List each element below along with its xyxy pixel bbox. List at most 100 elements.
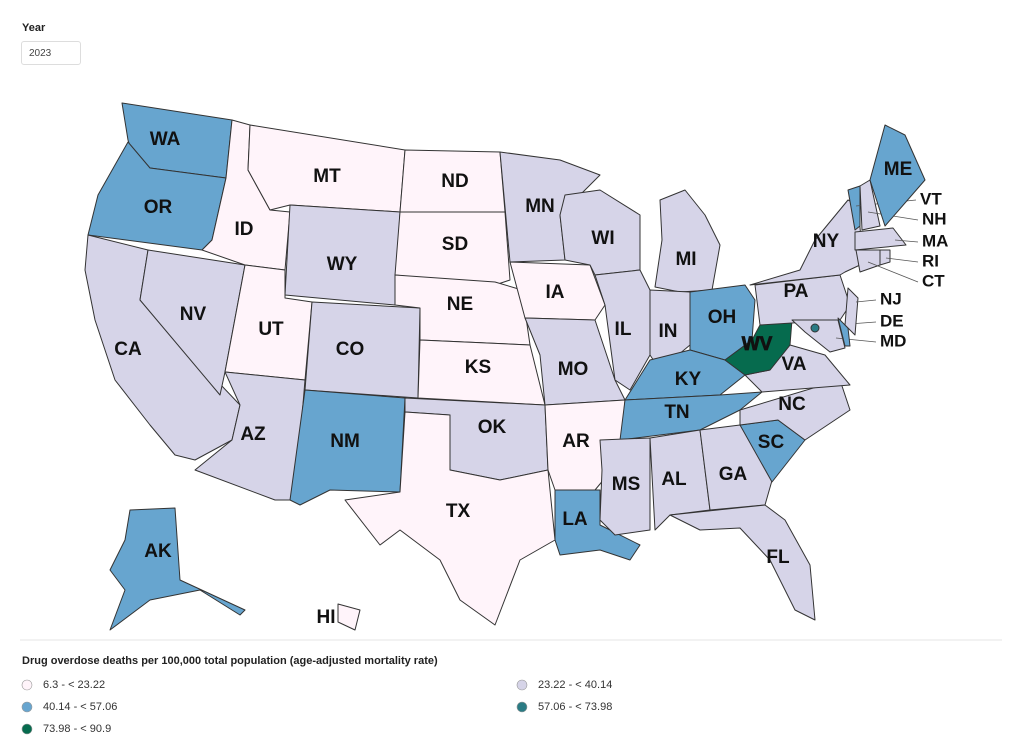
state-label: UT	[258, 319, 284, 340]
state: ME	[869, 124, 926, 227]
legend-label: 57.06 - < 73.98	[538, 701, 612, 713]
state-label: WY	[327, 254, 358, 275]
state-shape	[869, 124, 926, 227]
state: UT	[224, 264, 313, 381]
legend-label: 40.14 - < 57.06	[43, 701, 117, 713]
state-shape	[109, 507, 246, 631]
state-label: MN	[525, 196, 555, 217]
state-label: WI	[591, 228, 614, 249]
state: IA	[509, 261, 606, 321]
district-dot	[810, 323, 820, 333]
state-label: HI	[317, 607, 336, 628]
state-shape	[509, 261, 606, 321]
state-label: NV	[180, 304, 207, 325]
leader-line	[885, 257, 919, 263]
state: MT	[247, 124, 406, 213]
state-label: AZ	[240, 424, 266, 445]
state-label: MI	[675, 249, 696, 270]
state: MI	[654, 189, 721, 293]
state-label: RI	[922, 251, 939, 270]
state-shape	[139, 249, 246, 396]
state-shape	[791, 319, 846, 353]
state-label: OK	[478, 417, 507, 438]
state: PA	[754, 274, 851, 326]
state: WV	[724, 319, 793, 376]
legend-label: 23.22 - < 40.14	[538, 679, 612, 691]
state: OR	[87, 141, 227, 251]
state-shape	[669, 504, 816, 621]
legend-swatch	[516, 701, 528, 713]
state: WY	[284, 204, 401, 306]
state: MA	[854, 227, 948, 251]
state-label: IA	[546, 282, 565, 303]
state-label: AK	[144, 541, 172, 562]
state-shape	[855, 249, 881, 273]
state-label: CA	[114, 339, 142, 360]
state-label: NM	[330, 431, 360, 452]
state: CT	[855, 249, 945, 290]
state-shape	[847, 185, 861, 231]
state-label: MD	[880, 331, 906, 350]
state-label: KS	[465, 357, 491, 378]
state: HI	[317, 603, 361, 631]
state-shape	[854, 227, 907, 251]
state-label: CO	[336, 339, 365, 360]
state-shape	[344, 411, 556, 626]
state-label: MT	[313, 166, 341, 187]
leader-line	[894, 239, 919, 243]
state-label: NH	[922, 209, 947, 228]
state: VT	[847, 185, 942, 231]
state-label: WV	[742, 334, 773, 355]
leader-line	[855, 299, 877, 303]
legend-swatch	[516, 679, 528, 691]
state-label: NE	[447, 294, 473, 315]
state: RI	[879, 249, 939, 270]
state-label: IL	[615, 319, 632, 340]
state-shape	[654, 189, 721, 293]
state: IL	[594, 269, 651, 391]
state-label: MA	[922, 231, 948, 250]
state: AK	[109, 507, 246, 631]
state: NJ	[844, 287, 902, 336]
state: FL	[669, 504, 816, 621]
state-label: VT	[920, 189, 942, 208]
state-label: GA	[719, 464, 748, 485]
state: ND	[399, 149, 506, 213]
state-label: ME	[884, 159, 913, 180]
state-label: AR	[562, 431, 590, 452]
state-label: ID	[235, 219, 254, 240]
state-label: NC	[778, 394, 806, 415]
state: SD	[394, 211, 511, 286]
state-label: OH	[708, 307, 737, 328]
state: MO	[524, 317, 626, 406]
state: NY	[749, 199, 863, 286]
year-select[interactable]: 2023	[21, 41, 81, 65]
state-shape	[594, 269, 651, 391]
state: NM	[289, 389, 406, 506]
state: NE	[394, 274, 531, 346]
state-shape	[554, 489, 641, 561]
state-label: MO	[558, 359, 589, 380]
state-label: TX	[446, 501, 471, 522]
legend-swatch	[21, 723, 33, 735]
legend-title: Drug overdose deaths per 100,000 total p…	[22, 655, 438, 667]
legend-swatch	[21, 679, 33, 691]
state-shape	[724, 319, 793, 376]
state-label: OR	[144, 197, 173, 218]
state-label: CT	[922, 271, 945, 290]
state: WI	[559, 189, 641, 276]
state-label: IN	[659, 321, 678, 342]
state-label: ND	[441, 171, 468, 192]
state-label: MS	[612, 474, 641, 495]
state-label: NJ	[880, 289, 902, 308]
state-label: WA	[150, 129, 181, 150]
legend-swatch	[21, 701, 33, 713]
state-label: KY	[675, 369, 702, 390]
legend-label: 6.3 - < 23.22	[43, 679, 105, 691]
state	[810, 323, 820, 333]
state: KS	[417, 339, 546, 406]
state: AL	[649, 429, 711, 531]
state-label: NY	[813, 231, 840, 252]
state-shape	[879, 249, 891, 266]
